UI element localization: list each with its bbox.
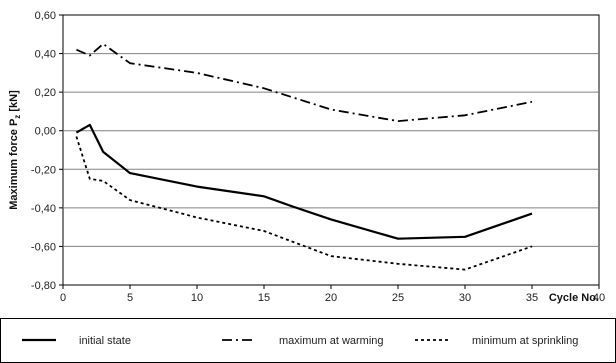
legend-label-3: minimum at sprinkling: [472, 335, 578, 347]
x-tick-label: 35: [526, 292, 538, 304]
x-axis-title: Cycle No.: [549, 292, 599, 304]
x-tick-label: 25: [392, 292, 404, 304]
y-tick-label: 0,00: [35, 126, 56, 138]
plot-area: [62, 14, 600, 286]
y-tick-labels: 0,60 0,40 0,20 0,00 -0,20 -0,40 -0,60 -0,80: [31, 10, 56, 292]
legend-label-2: maximum at warming: [279, 335, 384, 347]
series-line-3: [75, 136, 533, 271]
legend-box: [0, 318, 616, 363]
y-tick-label: -0,40: [31, 203, 56, 215]
x-tick-label: 40: [593, 292, 605, 304]
x-tick-label: 5: [127, 292, 133, 304]
y-tick-label: -0,20: [31, 164, 56, 176]
legend: initial state maximum at warming minimum a…: [22, 335, 578, 347]
y-tick-label: 0,60: [35, 10, 56, 22]
x-tick-labels: 0 5 10 15 20 25 30 35 40: [60, 292, 605, 304]
y-tick-label: 0,20: [35, 87, 56, 99]
y-axis-title: Maximum force Pz [kN]: [8, 90, 22, 210]
x-tick-label: 30: [459, 292, 471, 304]
y-tick-label: -0,80: [31, 280, 56, 292]
series-line-1: [75, 123, 533, 240]
x-tick-label: 10: [191, 292, 203, 304]
series-lines: [75, 43, 533, 271]
x-tick-label: 0: [60, 292, 66, 304]
y-tick-label: -0,60: [31, 241, 56, 253]
y-tick-label: 0,40: [35, 49, 56, 61]
x-tick-label: 15: [258, 292, 270, 304]
series-line-2: [76, 43, 533, 122]
legend-label-1: initial state: [79, 335, 131, 347]
x-tick-label: 20: [325, 292, 337, 304]
grid-lines: [59, 14, 600, 289]
